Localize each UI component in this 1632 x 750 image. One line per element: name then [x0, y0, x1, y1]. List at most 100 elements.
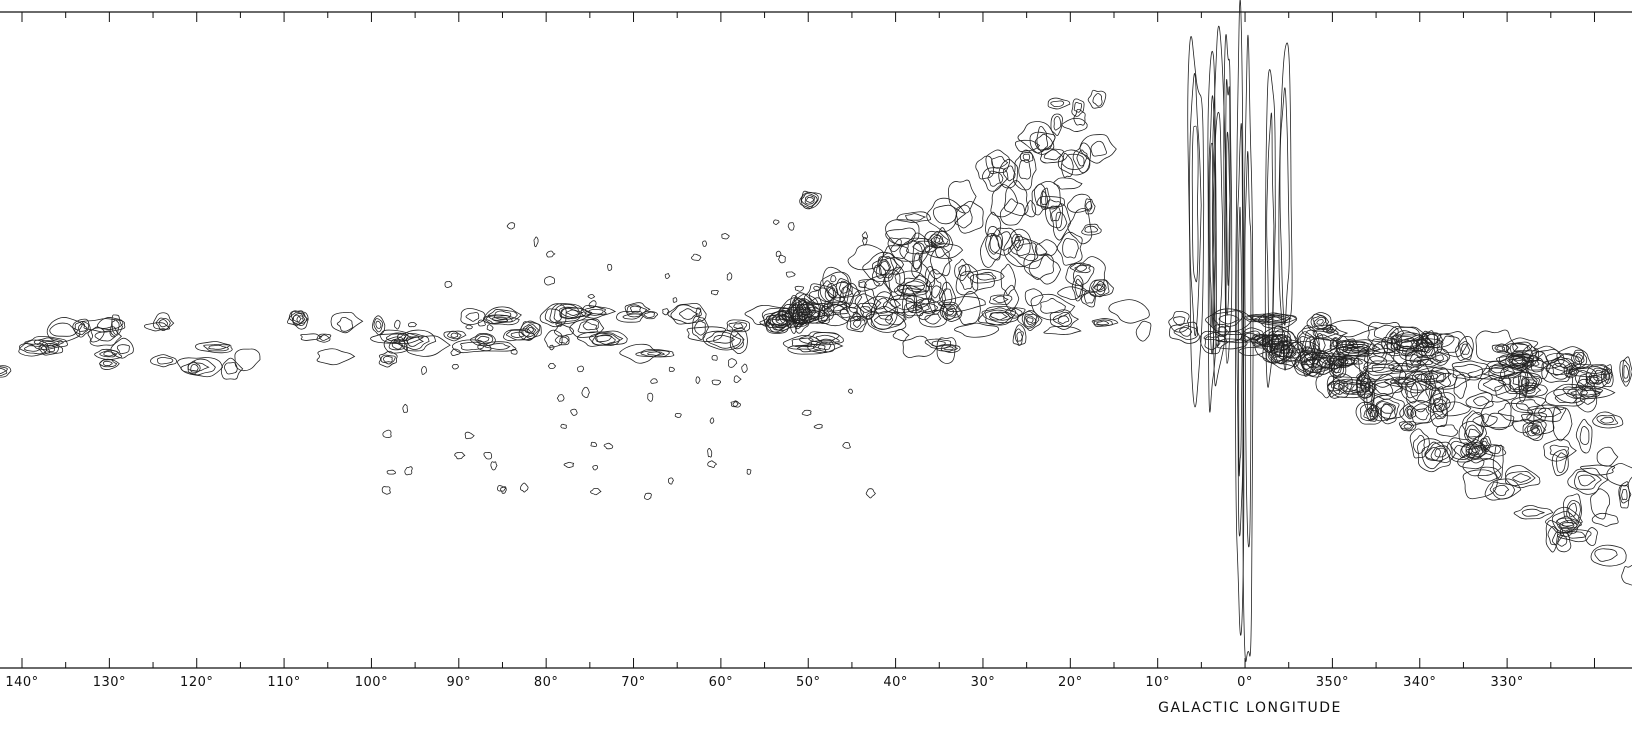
contour — [403, 404, 408, 412]
contour — [445, 281, 452, 287]
tick-label: 140° — [5, 675, 38, 690]
contour — [376, 321, 381, 328]
contour — [1084, 293, 1094, 304]
contour — [843, 442, 851, 448]
contour — [1375, 382, 1393, 394]
contour — [1091, 141, 1107, 156]
contour — [669, 367, 674, 371]
contour — [788, 223, 794, 231]
contour — [78, 324, 87, 332]
contour-figure: 140°130°120°110°100°90°80°70°60°50°40°30… — [0, 0, 1632, 750]
contour — [545, 309, 561, 323]
contour — [913, 241, 933, 252]
contour — [982, 168, 1008, 192]
contour — [590, 488, 600, 494]
contour — [1238, 207, 1242, 476]
contour — [534, 237, 538, 247]
contour — [1034, 181, 1060, 209]
contour — [1576, 419, 1592, 453]
contour — [976, 272, 996, 280]
contour — [706, 332, 741, 348]
contour — [1044, 326, 1081, 334]
tick-label: 120° — [180, 675, 213, 690]
contour — [383, 430, 391, 437]
contour — [722, 233, 730, 239]
axis-title: GALACTIC LONGITUDE — [1158, 700, 1342, 716]
contour — [1330, 320, 1377, 337]
tick-label: 50° — [796, 675, 821, 690]
contour — [1426, 447, 1441, 460]
tick-label: 60° — [709, 675, 734, 690]
tick-label: 350° — [1316, 675, 1349, 690]
contour — [1597, 447, 1618, 466]
contour — [1027, 318, 1034, 323]
contour — [992, 157, 1008, 169]
contour — [1400, 401, 1443, 426]
contour — [405, 467, 413, 475]
contour — [728, 359, 736, 368]
contour — [561, 424, 567, 428]
contour — [544, 277, 554, 285]
contour — [1580, 426, 1589, 444]
contour — [1575, 471, 1602, 489]
contour — [1219, 315, 1239, 324]
contour — [578, 366, 584, 372]
contour — [886, 228, 916, 245]
contour — [747, 469, 751, 474]
contour — [465, 432, 474, 439]
contour — [1192, 126, 1198, 282]
contour — [589, 301, 596, 308]
contour — [461, 309, 485, 325]
contour — [848, 245, 883, 270]
contour — [1041, 191, 1047, 205]
contour — [932, 341, 946, 346]
contour — [708, 461, 717, 468]
contour — [1052, 204, 1071, 240]
contour — [927, 198, 966, 231]
contour — [1436, 425, 1458, 437]
contour — [733, 402, 738, 407]
contour — [734, 324, 743, 329]
contour — [478, 336, 489, 342]
contour — [648, 393, 653, 401]
tick-label: 110° — [267, 675, 300, 690]
contour — [1004, 285, 1019, 311]
contour — [451, 333, 458, 338]
tick-label: 30° — [971, 675, 996, 690]
contour — [1093, 93, 1102, 106]
contour — [1601, 417, 1614, 423]
contour — [644, 493, 651, 499]
contour — [1497, 346, 1505, 350]
contour — [691, 254, 700, 260]
contour — [814, 286, 820, 290]
contour-map — [0, 0, 1632, 662]
contour — [1205, 337, 1219, 350]
contour — [906, 214, 926, 221]
contour — [773, 220, 779, 225]
tick-label: 40° — [883, 675, 908, 690]
contour — [1008, 237, 1047, 269]
contour — [103, 361, 112, 365]
contour — [648, 352, 665, 356]
contour — [491, 462, 497, 470]
contour — [331, 312, 363, 332]
contour — [1011, 309, 1022, 317]
contour — [317, 349, 354, 365]
contour — [1109, 300, 1150, 324]
contour — [954, 323, 998, 337]
contour — [1245, 151, 1251, 546]
contour — [1385, 377, 1417, 387]
contour — [382, 487, 390, 495]
contour — [209, 345, 227, 349]
contour — [157, 357, 172, 364]
contour — [1473, 414, 1497, 427]
contour — [487, 325, 493, 331]
contour — [597, 335, 616, 345]
contour — [1072, 99, 1084, 116]
contour — [1563, 387, 1588, 398]
contour — [727, 273, 732, 280]
contour — [1622, 565, 1632, 585]
contour — [1620, 485, 1630, 503]
contour — [520, 483, 528, 492]
contour — [1404, 424, 1412, 428]
